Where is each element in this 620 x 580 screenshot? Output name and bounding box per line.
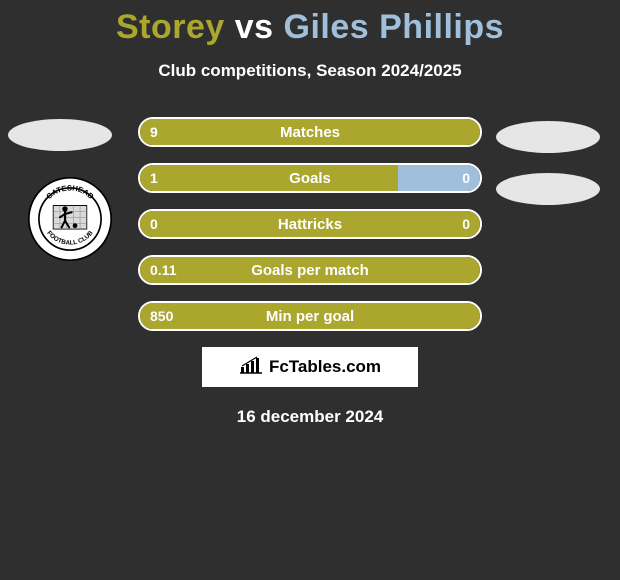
player-left-club-logo: GATESHEAD FOOTBALL CLUB xyxy=(28,177,112,261)
stat-bar-track xyxy=(138,255,482,285)
page-title: Storey vs Giles Phillips xyxy=(0,0,620,47)
title-left-name: Storey xyxy=(116,8,225,46)
stat-bar-track xyxy=(138,163,482,193)
stat-bar-left xyxy=(140,303,480,329)
brand-box: FcTables.com xyxy=(202,347,418,387)
stat-bar-track xyxy=(138,117,482,147)
subtitle: Club competitions, Season 2024/2025 xyxy=(0,61,620,81)
title-right-name: Giles Phillips xyxy=(284,8,505,46)
stat-bar-left xyxy=(140,119,480,145)
stat-row: Goals10 xyxy=(138,163,482,193)
stat-bar-left xyxy=(140,165,398,191)
stat-row: Hattricks00 xyxy=(138,209,482,239)
stat-row: Goals per match0.11 xyxy=(138,255,482,285)
stat-bar-left xyxy=(140,257,480,283)
stat-bar-left xyxy=(140,211,480,237)
date-line: 16 december 2024 xyxy=(0,407,620,427)
bar-chart-icon xyxy=(239,356,263,379)
player-right-club-placeholder xyxy=(496,173,600,205)
stat-row: Matches9 xyxy=(138,117,482,147)
player-left-badge-placeholder xyxy=(8,119,112,151)
stat-rows: Matches9 Goals10 Hattricks00 Goals per matc… xyxy=(138,117,482,331)
stat-bar-right xyxy=(398,165,480,191)
title-vs: vs xyxy=(235,8,274,46)
brand-text: FcTables.com xyxy=(269,357,381,377)
player-right-badge-placeholder xyxy=(496,121,600,153)
stats-area: GATESHEAD FOOTBALL CLUB Matches9 Goals10 H… xyxy=(0,117,620,427)
stat-bar-track xyxy=(138,209,482,239)
stat-row: Min per goal850 xyxy=(138,301,482,331)
stat-bar-track xyxy=(138,301,482,331)
